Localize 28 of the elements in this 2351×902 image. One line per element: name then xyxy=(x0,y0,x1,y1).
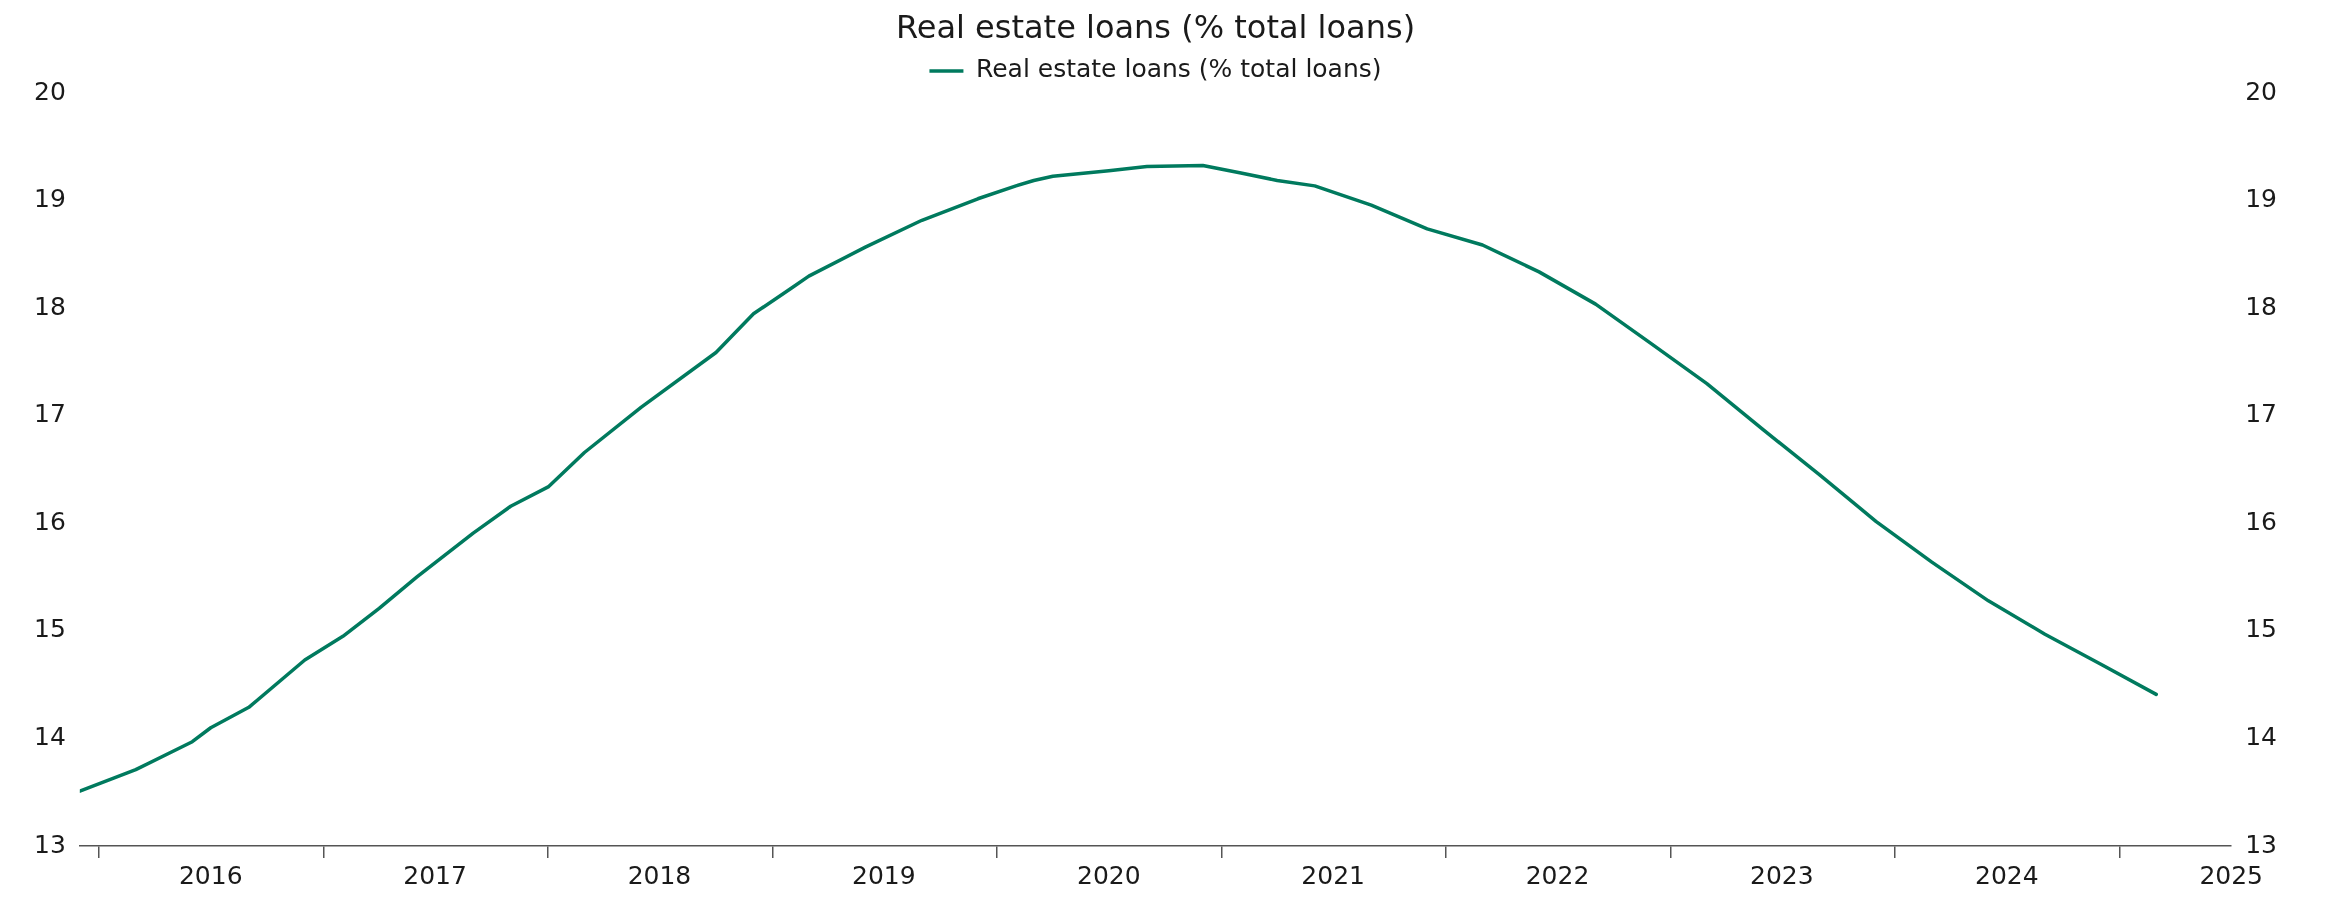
y-tick-label: 20 xyxy=(34,76,66,106)
y-tick-label: 17 xyxy=(34,399,66,429)
y-tick-label: 18 xyxy=(34,291,66,321)
y2-tick-label: 17 xyxy=(2245,399,2277,429)
y-tick-label: 19 xyxy=(34,184,66,214)
x-tick-label: 2016 xyxy=(178,860,243,890)
legend-label: Real estate loans (% total loans) xyxy=(975,54,1382,84)
y-tick-label: 15 xyxy=(34,614,66,644)
x-tick-label: 2019 xyxy=(852,860,916,890)
x-tick-label: 2017 xyxy=(403,860,467,890)
y2-tick-label: 16 xyxy=(2245,506,2277,536)
x-tick-label: 2023 xyxy=(1750,860,1814,890)
x-tick-label: 2022 xyxy=(1525,860,1590,890)
y2-tick-label: 15 xyxy=(2245,614,2277,644)
x-tick-label: 2018 xyxy=(627,860,692,890)
y2-tick-label: 18 xyxy=(2245,291,2277,321)
x-tick-label: 2025 xyxy=(2199,860,2263,890)
y-tick-label: 14 xyxy=(34,721,66,751)
x-tick-label: 2020 xyxy=(1076,860,1141,890)
x-tick-label: 2024 xyxy=(1975,860,2039,890)
y2-tick-label: 14 xyxy=(2245,721,2277,751)
x-tick-label: 2021 xyxy=(1301,860,1365,890)
y-tick-label: 13 xyxy=(34,829,66,859)
y-tick-label: 16 xyxy=(34,506,66,536)
y2-tick-label: 20 xyxy=(2245,76,2277,106)
y2-tick-label: 13 xyxy=(2245,829,2277,859)
y2-tick-label: 19 xyxy=(2245,184,2277,214)
chart-title: Real estate loans (% total loans) xyxy=(895,7,1416,46)
